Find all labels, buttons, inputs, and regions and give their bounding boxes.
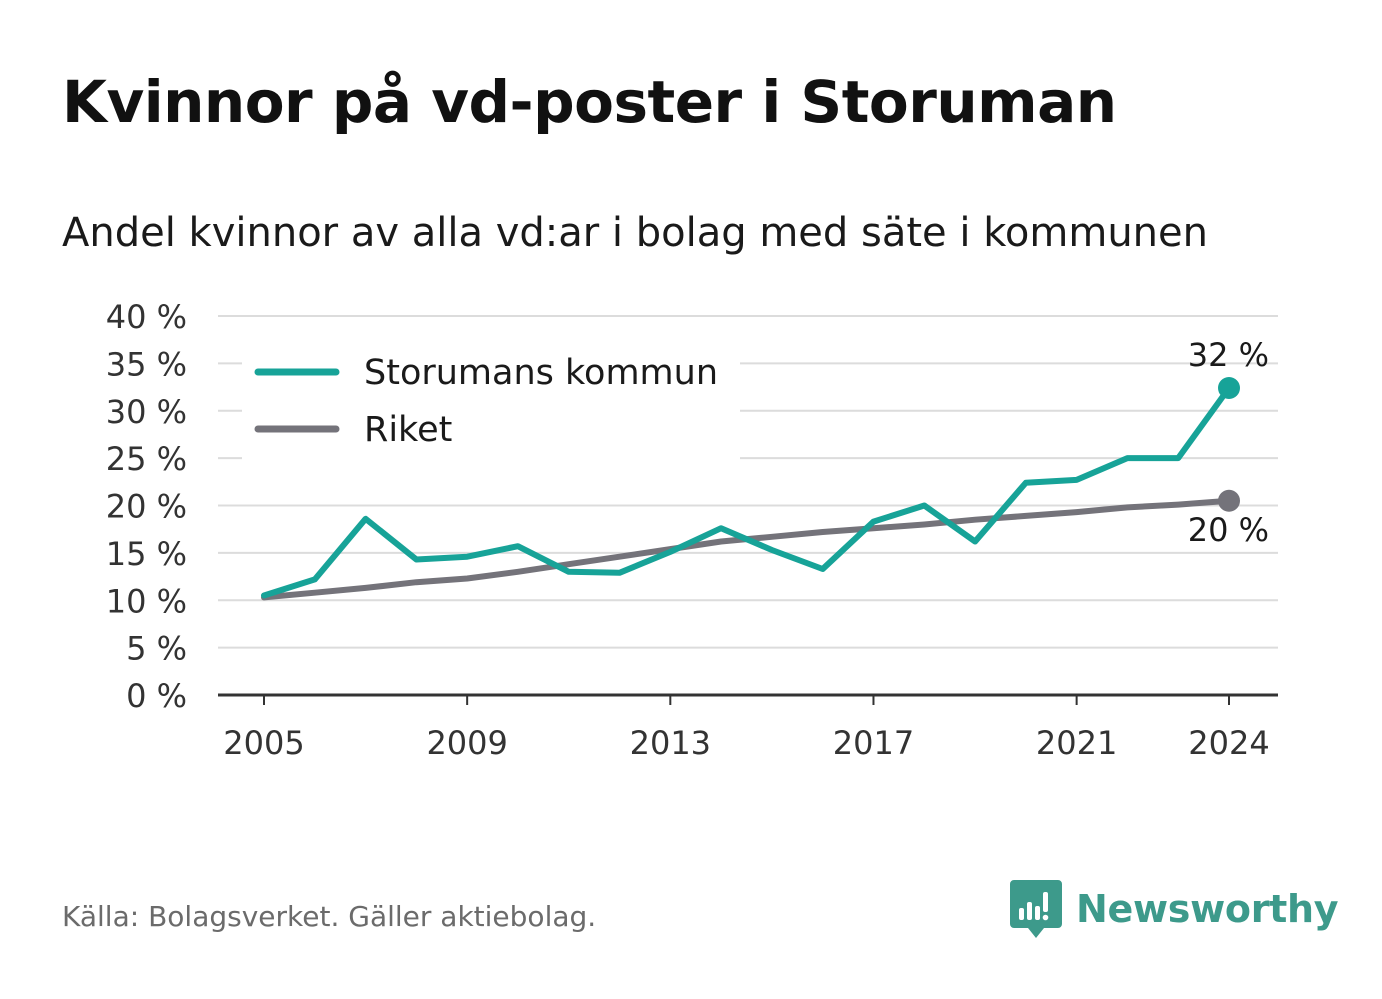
brand-logo: Newsworthy xyxy=(1010,878,1339,940)
x-tick-label: 2017 xyxy=(833,724,914,762)
y-tick-label: 35 % xyxy=(106,345,187,383)
y-tick-label: 20 % xyxy=(106,488,187,526)
source-note: Källa: Bolagsverket. Gäller aktiebolag. xyxy=(62,900,597,933)
y-tick-label: 40 % xyxy=(106,298,187,336)
y-tick-label: 5 % xyxy=(126,630,187,668)
x-tick-label: 2013 xyxy=(630,724,711,762)
brand-name: Newsworthy xyxy=(1076,887,1339,931)
legend-background xyxy=(242,340,740,464)
chart-subtitle: Andel kvinnor av alla vd:ar i bolag med … xyxy=(62,210,1208,256)
x-tick-label: 2005 xyxy=(223,724,304,762)
end-value-label: 20 % xyxy=(1188,511,1269,549)
y-tick-label: 10 % xyxy=(106,582,187,620)
y-tick-label: 15 % xyxy=(106,535,187,573)
series-line-riket xyxy=(261,497,1232,601)
page-title: Kvinnor på vd-poster i Storuman xyxy=(62,68,1117,136)
series-line-storuman xyxy=(261,385,1232,599)
newsworthy-logo-icon xyxy=(1010,880,1062,938)
legend-label: Riket xyxy=(364,410,452,450)
end-point-marker xyxy=(1218,377,1240,400)
legend-label: Storumans kommun xyxy=(364,353,718,393)
x-tick-label: 2021 xyxy=(1036,724,1117,762)
x-tick-label: 2024 xyxy=(1188,724,1269,762)
end-value-label: 32 % xyxy=(1188,336,1269,374)
y-tick-label: 0 % xyxy=(126,677,187,715)
y-tick-label: 30 % xyxy=(106,393,187,431)
y-tick-label: 25 % xyxy=(106,440,187,478)
x-tick-label: 2009 xyxy=(426,724,507,762)
end-point-marker xyxy=(1218,489,1240,512)
